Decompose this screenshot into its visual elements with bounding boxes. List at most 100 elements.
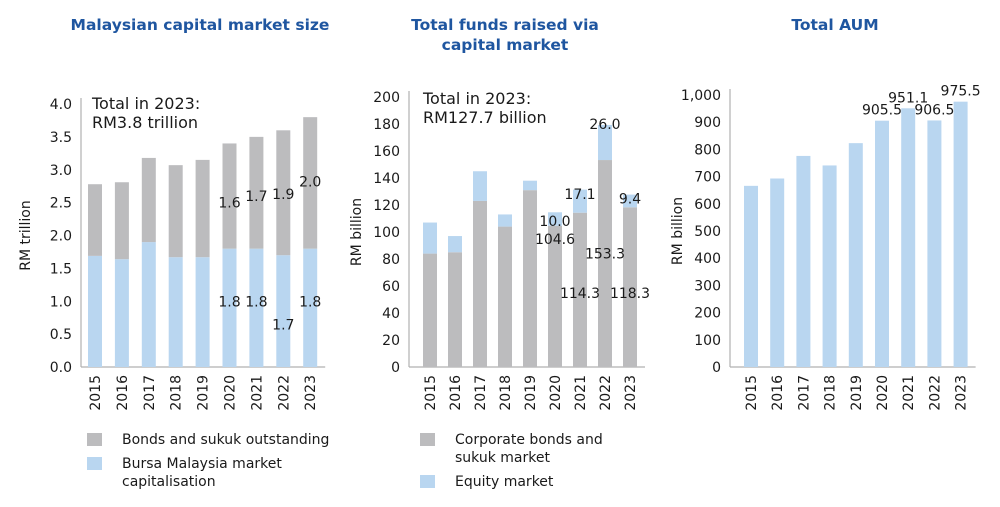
data-label: 975.5 [941,84,981,100]
chart-capital-market-size: 0.0 0.5 1.0 1.5 2.0 2.5 3.0 3.5 4.0 RM trillion To… [18,94,326,411]
x-tick-label: 2023 [954,375,970,411]
x-tick-label: 2021 [249,375,265,411]
bar-bonds-and-sukuk-outstanding [222,143,237,249]
y-tick-label: 20 [382,333,400,349]
legend-item-corporate-bonds: Corporate bonds and sukuk market [420,431,603,467]
bar-total-aum [744,185,758,367]
y-tick-label: 60 [382,279,400,295]
y-tick-label: 40 [382,306,400,322]
data-label: 104.6 [535,232,575,248]
chart-total-aum: 0 100 200 300 400 500 600 700 800 900 1,000 RM bill… [670,84,981,411]
x-tick-label: 2018 [823,375,839,411]
x-tick-label: 2019 [523,375,539,411]
bar-corporate-bonds-and-sukuk-market [598,160,612,367]
y-tick-label: 0.5 [50,327,72,343]
x-tick-label: 2021 [901,375,917,411]
y-tick-label: 100 [373,225,400,241]
total-annotation: Total in 2023: [422,89,531,108]
data-label: 1.8 [299,294,321,310]
legend-label: Corporate bonds and sukuk market [455,431,603,467]
bar-equity-market [523,180,537,191]
x-tick-label: 2022 [927,375,943,411]
bar-corporate-bonds-and-sukuk-market [473,200,487,367]
y-tick-label: 500 [694,224,721,240]
y-tick-label: 180 [373,117,400,133]
bar-total-aum [927,120,942,367]
data-label: 118.3 [610,286,650,302]
legend-label-line: Corporate bonds and [455,432,603,448]
x-tick-label: 2015 [423,375,439,411]
bar-bursa-malaysia-market-capitalisation [222,248,237,367]
legend-label: Equity market [455,474,554,490]
x-tick-label: 2020 [548,375,564,411]
bar-corporate-bonds-and-sukuk-market [573,212,587,367]
data-label: 9.4 [619,191,641,207]
y-tick-label: 4.0 [50,97,72,113]
bar-bursa-malaysia-market-capitalisation [249,248,264,367]
x-tick-label: 2015 [88,375,104,411]
y-tick-label: 140 [373,171,400,187]
bar-total-aum [953,101,968,367]
x-tick-label: 2023 [623,375,639,411]
bar-equity-market [573,189,587,213]
data-label: 1.8 [245,294,267,310]
data-label: 2.0 [299,175,321,191]
bar-bursa-malaysia-market-capitalisation [88,255,102,367]
y-tick-label: 100 [694,333,721,349]
bar-total-aum [848,143,863,367]
data-label: 951.1 [888,90,928,106]
bar-total-aum [875,120,889,367]
legend-item-equity-market: Equity market [420,473,603,491]
bar-total-aum [770,178,785,367]
y-tick-label: 0 [391,360,400,376]
bar-bursa-malaysia-market-capitalisation [195,257,210,367]
bar-bonds-and-sukuk-outstanding [114,182,129,260]
y-tick-label: 1,000 [681,88,721,104]
y-tick-label: 0 [712,360,721,376]
total-annotation: RM3.8 trillion [92,113,198,132]
x-tick-label: 2016 [770,375,786,411]
chart-panel-capital-market-size: Malaysian capital market size 0.0 0.5 1.0 1… [0,0,340,507]
bar-equity-market [498,214,512,227]
bar-bonds-and-sukuk-outstanding [141,157,156,243]
y-tick-label: 80 [382,252,400,268]
legend-label-line: sukuk market [455,450,550,466]
bar-bursa-malaysia-market-capitalisation [114,259,129,367]
y-tick-label: 700 [694,170,721,186]
legend: Bonds and sukuk outstanding Bursa Malays… [87,431,340,497]
x-tick-label: 2020 [223,375,239,411]
data-label: 905.5 [862,103,902,119]
data-label: 1.7 [272,317,294,333]
bar-equity-market [598,124,612,161]
bar-bursa-malaysia-market-capitalisation [276,255,291,367]
bar-corporate-bonds-and-sukuk-market [623,207,637,367]
y-axis-title: RM trillion [18,200,34,271]
bar-total-aum [796,155,811,367]
y-tick-label: 2.0 [50,229,72,245]
bar-bonds-and-sukuk-outstanding [88,184,102,256]
y-tick-label: 3.5 [50,130,72,146]
x-tick-label: 2021 [573,375,589,411]
bar-bursa-malaysia-market-capitalisation [303,248,318,367]
legend-swatch-blue [420,475,435,488]
total-annotation: Total in 2023: [91,94,200,113]
data-label: 153.3 [585,247,625,263]
legend-swatch-blue [87,457,102,470]
bar-bonds-and-sukuk-outstanding [276,130,291,256]
legend-swatch-grey [87,433,102,446]
data-label: 1.8 [218,294,240,310]
data-label: 1.7 [245,189,267,205]
y-tick-label: 2.5 [50,196,72,212]
legend-item-bursa-market-cap: Bursa Malaysia market capitalisation [87,455,340,491]
y-tick-label: 300 [694,278,721,294]
x-tick-label: 2022 [276,375,292,411]
x-tick-label: 2015 [744,375,760,411]
legend: Corporate bonds and sukuk market Equity … [420,431,603,497]
chart-title: Malaysian capital market size [70,16,330,34]
y-tick-label: 1.0 [50,294,72,310]
bar-equity-market [423,222,437,254]
chart-panel-funds-raised: Total funds raised via capital market 0 2… [340,0,670,507]
chart-title: Total AUM [791,16,879,34]
y-tick-label: 200 [373,90,400,106]
chart-title: Total funds raised via capital market [411,16,599,54]
